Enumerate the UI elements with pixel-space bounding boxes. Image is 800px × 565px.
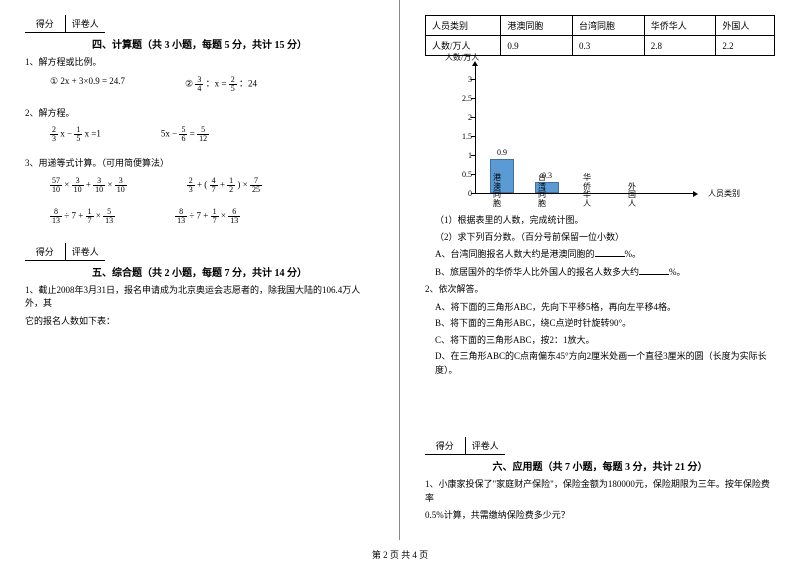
q3-text: 3、用递等式计算。（可用简便算法） [25, 157, 374, 171]
table-row: 人员类别 港澳同胞 台湾同胞 华侨华人 外国人 [426, 16, 775, 36]
data-table: 人员类别 港澳同胞 台湾同胞 华侨华人 外国人 人数/万人 0.9 0.3 2.… [425, 15, 775, 56]
cat-tw: 台湾同胞 [535, 174, 549, 209]
tick-label: 0.5 [450, 170, 472, 179]
q2-a: A、将下面的三角形ABC，先向下平移5格，再向左平移4格。 [435, 301, 775, 315]
y-axis [475, 64, 476, 194]
th-tw: 台湾同胞 [573, 16, 645, 36]
q2-expressions: 23 x − 15 x =1 5x − 56 = 512 [50, 126, 374, 143]
score-box-5: 得分 评卷人 [25, 243, 105, 261]
q3-expressions-2: 813 ÷ 7 + 17 × 513 813 ÷ 7 + 17 × 613 [50, 208, 374, 225]
right-column: 人员类别 港澳同胞 台湾同胞 华侨华人 外国人 人数/万人 0.9 0.3 2.… [400, 0, 800, 540]
expr-3d: 813 ÷ 7 + 17 × 613 [175, 208, 240, 225]
q3-expressions-1: 5710 × 310 + 310 × 310 23 + ( 47 + 12 ) … [50, 177, 374, 194]
section4-title: 四、计算题（共 3 小题，每题 5 分，共计 15 分） [25, 36, 374, 51]
th-foreign: 外国人 [716, 16, 775, 36]
expr-1a: ① 2x + 3×0.9 = 24.7 [50, 76, 125, 93]
expr-3c: 813 ÷ 7 + 17 × 513 [50, 208, 115, 225]
score-box-6: 得分 评卷人 [425, 437, 505, 455]
reviewer-label: 评卷人 [65, 243, 106, 260]
s5-q1b: 它的报名人数如下表： [25, 315, 374, 329]
q2-head: 2、依次解答。 [425, 283, 775, 297]
th-hk: 港澳同胞 [501, 16, 573, 36]
blank [639, 265, 669, 275]
score-label: 得分 [425, 437, 465, 454]
cat-overseas: 华侨华人 [580, 174, 594, 209]
sub-a: A、台湾同胞报名人数大约是港澳同胞的%。 [435, 247, 775, 262]
tick-label: 2 [450, 113, 472, 122]
score-box: 得分 评卷人 [25, 15, 105, 33]
th-category: 人员类别 [426, 16, 501, 36]
expr-2a: 23 x − 15 x =1 [50, 126, 101, 143]
bar-val-hk: 0.9 [490, 148, 514, 157]
s6-q1a: 1、小康家投保了"家庭财产保险"，保险金额为180000元，保险期限为三年。按年… [425, 478, 775, 505]
bar-chart: 人数/万人 人员类别 0 0.5 1 1.5 2 2.5 3 0.9 0.3 港… [455, 64, 695, 209]
section6-title: 六、应用题（共 7 小题，每题 3 分，共计 21 分） [425, 458, 775, 473]
expr-3b: 23 + ( 47 + 12 ) × 725 [187, 177, 262, 194]
td-v3: 2.8 [644, 36, 716, 56]
tick-label: 3 [450, 75, 472, 84]
q2-d: D、在三角形ABC的C点南偏东45°方向2厘米处画一个直径3厘米的圆（长度为实际… [435, 350, 775, 377]
q2-b: B、将下面的三角形ABC，绕C点逆时针旋转90°。 [435, 317, 775, 331]
score-label: 得分 [25, 243, 65, 260]
td-v4: 2.2 [716, 36, 775, 56]
arrow-x-icon [693, 191, 698, 197]
cat-foreign: 外国人 [625, 183, 639, 209]
blank [595, 247, 625, 257]
reviewer-label: 评卷人 [465, 437, 506, 454]
q2-text: 2、解方程。 [25, 107, 374, 121]
tick-label: 1 [450, 151, 472, 160]
left-column: 得分 评卷人 四、计算题（共 3 小题，每题 5 分，共计 15 分） 1、解方… [0, 0, 400, 540]
td-v2: 0.3 [573, 36, 645, 56]
section5-title: 五、综合题（共 2 小题，每题 7 分，共计 14 分） [25, 264, 374, 279]
sub-b: B、旅居国外的华侨华人比外国人的报名人数多大约%。 [435, 265, 775, 280]
tick-label: 0 [450, 189, 472, 198]
score-label: 得分 [25, 15, 65, 32]
expr-2b: 5x − 56 = 512 [161, 126, 209, 143]
q1-text: 1、解方程或比例。 [25, 56, 374, 70]
cat-hk: 港澳同胞 [490, 174, 504, 209]
tick-label: 1.5 [450, 132, 472, 141]
expr-1b: ② 34 ：x = 25 ：24 [185, 76, 257, 93]
sub-2: （2）求下列百分数。（百分号前保留一位小数） [435, 231, 775, 245]
sub-1: （1）根据表里的人数，完成统计图。 [435, 214, 775, 228]
arrow-y-icon [472, 61, 478, 66]
s6-q1b: 0.5%计算，共需缴纳保险费多少元？ [425, 509, 775, 523]
page-footer: 第 2 页 共 4 页 [0, 548, 800, 561]
th-overseas: 华侨华人 [644, 16, 716, 36]
s5-q1a: 1、截止2008年3月31日，报名申请成为北京奥运会志愿者的，除我国大陆的106… [25, 284, 374, 311]
q2-c: C、将下面的三角形ABC，按2：1放大。 [435, 334, 775, 348]
reviewer-label: 评卷人 [65, 15, 106, 32]
x-axis-label: 人员类别 [708, 188, 740, 199]
td-v1: 0.9 [501, 36, 573, 56]
q1-expressions: ① 2x + 3×0.9 = 24.7 ② 34 ：x = 25 ：24 [50, 76, 374, 93]
expr-3a: 5710 × 310 + 310 × 310 [50, 177, 127, 194]
tick-label: 2.5 [450, 94, 472, 103]
